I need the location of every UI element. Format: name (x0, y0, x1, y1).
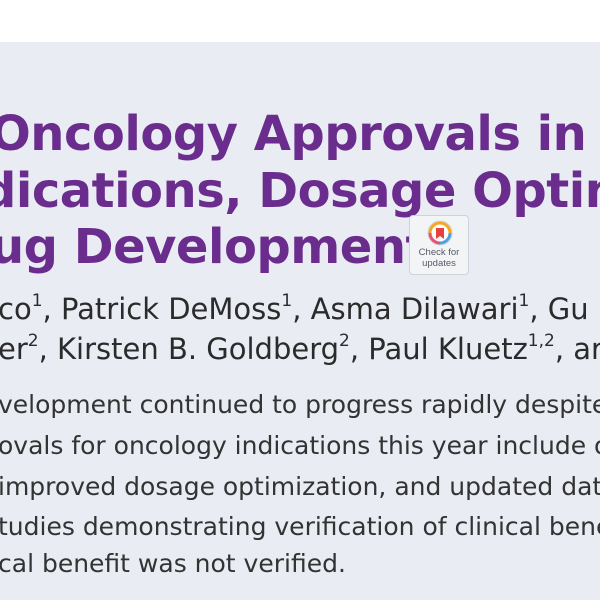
author-name: , Kirsten B. Goldberg (38, 332, 340, 366)
author-name: er (0, 332, 28, 366)
author-name: co (0, 292, 32, 326)
author-list-line-1: co1, Patrick DeMoss1, Asma Dilawari1, Gu (0, 292, 589, 326)
badge-label: Check for updates (410, 247, 468, 269)
abstract-line-3: improved dosage optimization, and update… (0, 472, 600, 501)
author-name: , Asma Dilawari (292, 292, 519, 326)
author-name: , ar (554, 332, 600, 366)
author-name: , Patrick DeMoss (42, 292, 282, 326)
article-title-line-3: ug Development (0, 219, 428, 275)
check-for-updates-icon (427, 220, 453, 246)
paper-background (0, 42, 600, 600)
author-affiliation: 1,2 (527, 331, 555, 351)
article-title-line-2: dications, Dosage Optim (0, 163, 600, 219)
author-list-line-2: er2, Kirsten B. Goldberg2, Paul Kluetz1,… (0, 332, 600, 366)
author-name: , Paul Kluetz (349, 332, 528, 366)
author-affiliation: 1 (281, 291, 293, 311)
abstract-line-1: velopment continued to progress rapidly … (0, 390, 600, 419)
article-title-line-1: Oncology Approvals in 20 (0, 106, 600, 162)
check-for-updates-badge[interactable]: Check for updates (409, 215, 469, 275)
badge-label-line-2: updates (422, 258, 456, 269)
author-affiliation: 2 (339, 331, 350, 351)
author-affiliation: 1 (518, 291, 530, 311)
author-affiliation: 2 (27, 331, 39, 351)
abstract-line-2: ovals for oncology indications this year… (0, 431, 600, 460)
author-affiliation: 1 (31, 291, 43, 311)
abstract-line-4: tudies demonstrating verification of cli… (0, 512, 600, 541)
badge-label-line-1: Check for (418, 247, 460, 258)
abstract-line-5: cal benefit was not verified. (0, 549, 346, 578)
author-name: , Gu (529, 292, 589, 326)
